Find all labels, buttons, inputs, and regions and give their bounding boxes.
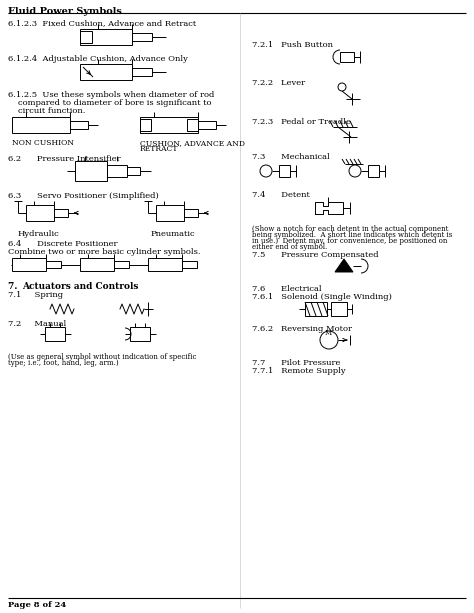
- Text: (Show a notch for each detent in the actual component: (Show a notch for each detent in the act…: [252, 225, 448, 233]
- Text: 7.6.2   Reversing Motor: 7.6.2 Reversing Motor: [252, 325, 352, 333]
- Text: 7.3      Mechanical: 7.3 Mechanical: [252, 153, 330, 161]
- Text: 7.4      Detent: 7.4 Detent: [252, 191, 310, 199]
- Text: 7.2.2   Lever: 7.2.2 Lever: [252, 79, 305, 87]
- Text: circuit function.: circuit function.: [18, 107, 85, 115]
- Text: 7.5      Pressure Compensated: 7.5 Pressure Compensated: [252, 251, 379, 259]
- Text: either end of symbol.: either end of symbol.: [252, 243, 327, 251]
- Bar: [156, 205, 184, 221]
- Text: 6.2      Pressure Intensifier: 6.2 Pressure Intensifier: [8, 155, 120, 163]
- Text: Fluid Power Symbols: Fluid Power Symbols: [8, 7, 122, 16]
- Bar: [12, 117, 70, 133]
- Text: 6.1.2.4  Adjustable Cushion, Advance Only: 6.1.2.4 Adjustable Cushion, Advance Only: [8, 55, 188, 63]
- Text: Actuators and Controls: Actuators and Controls: [22, 282, 138, 291]
- Text: 7.2.1   Push Button: 7.2.1 Push Button: [252, 41, 333, 49]
- Text: CUSHION, ADVANCE AND: CUSHION, ADVANCE AND: [140, 139, 245, 147]
- Text: M: M: [325, 329, 332, 337]
- Bar: [305, 302, 327, 316]
- Bar: [80, 29, 132, 45]
- Bar: [279, 165, 290, 177]
- Text: Pneumatic: Pneumatic: [151, 230, 196, 238]
- Text: 7.7.1   Remote Supply: 7.7.1 Remote Supply: [252, 367, 346, 375]
- Bar: [70, 121, 88, 129]
- Bar: [130, 327, 150, 341]
- Bar: [80, 31, 92, 43]
- Text: Page 8 of 24: Page 8 of 24: [8, 601, 66, 609]
- Text: being symbolized.  A short line indicates which detent is: being symbolized. A short line indicates…: [252, 231, 452, 239]
- Text: 7.: 7.: [8, 282, 30, 291]
- Bar: [140, 117, 198, 133]
- Bar: [368, 165, 379, 177]
- Text: 7.6      Electrical: 7.6 Electrical: [252, 285, 322, 293]
- Text: RETRACT: RETRACT: [140, 145, 179, 153]
- Bar: [114, 261, 129, 268]
- Text: 7.1     Spring: 7.1 Spring: [8, 291, 63, 299]
- Bar: [187, 119, 198, 131]
- Bar: [331, 302, 347, 316]
- Bar: [340, 52, 354, 62]
- Text: 7.2.3   Pedal or Treadle: 7.2.3 Pedal or Treadle: [252, 118, 351, 126]
- Bar: [184, 209, 198, 217]
- Bar: [45, 327, 65, 341]
- Text: 6.3      Servo Positioner (Simplified): 6.3 Servo Positioner (Simplified): [8, 192, 159, 200]
- Bar: [12, 258, 46, 271]
- Bar: [54, 209, 68, 217]
- Text: 7.7      Pilot Pressure: 7.7 Pilot Pressure: [252, 359, 340, 367]
- Bar: [80, 258, 114, 271]
- Bar: [46, 261, 61, 268]
- Text: Combine two or more basic cylinder symbols.: Combine two or more basic cylinder symbo…: [8, 248, 201, 256]
- Bar: [127, 167, 140, 175]
- Text: (Use as general symbol without indication of specific: (Use as general symbol without indicatio…: [8, 353, 197, 361]
- Text: type; i.e., foot, hand, leg, arm.): type; i.e., foot, hand, leg, arm.): [8, 359, 118, 367]
- Bar: [75, 161, 107, 181]
- Text: 6.4      Discrete Positioner: 6.4 Discrete Positioner: [8, 240, 118, 248]
- Polygon shape: [335, 259, 353, 272]
- Text: 7.6.1   Solenoid (Single Winding): 7.6.1 Solenoid (Single Winding): [252, 293, 392, 301]
- Text: 7.2     Manual: 7.2 Manual: [8, 320, 66, 328]
- Text: in use.)  Detent may, for convenience, be positioned on: in use.) Detent may, for convenience, be…: [252, 237, 447, 245]
- Bar: [132, 68, 152, 76]
- Text: 6.1.2.3  Fixed Cushion, Advance and Retract: 6.1.2.3 Fixed Cushion, Advance and Retra…: [8, 19, 196, 27]
- Bar: [198, 121, 216, 129]
- Bar: [132, 33, 152, 41]
- Bar: [140, 119, 151, 131]
- Bar: [148, 258, 182, 271]
- Bar: [107, 165, 127, 177]
- Bar: [26, 205, 54, 221]
- Text: 6.1.2.5  Use these symbols when diameter of rod: 6.1.2.5 Use these symbols when diameter …: [8, 91, 214, 99]
- Bar: [182, 261, 197, 268]
- Text: compared to diameter of bore is significant to: compared to diameter of bore is signific…: [18, 99, 211, 107]
- Bar: [80, 64, 132, 80]
- Text: NON CUSHION: NON CUSHION: [12, 139, 74, 147]
- Text: Hydraulic: Hydraulic: [18, 230, 60, 238]
